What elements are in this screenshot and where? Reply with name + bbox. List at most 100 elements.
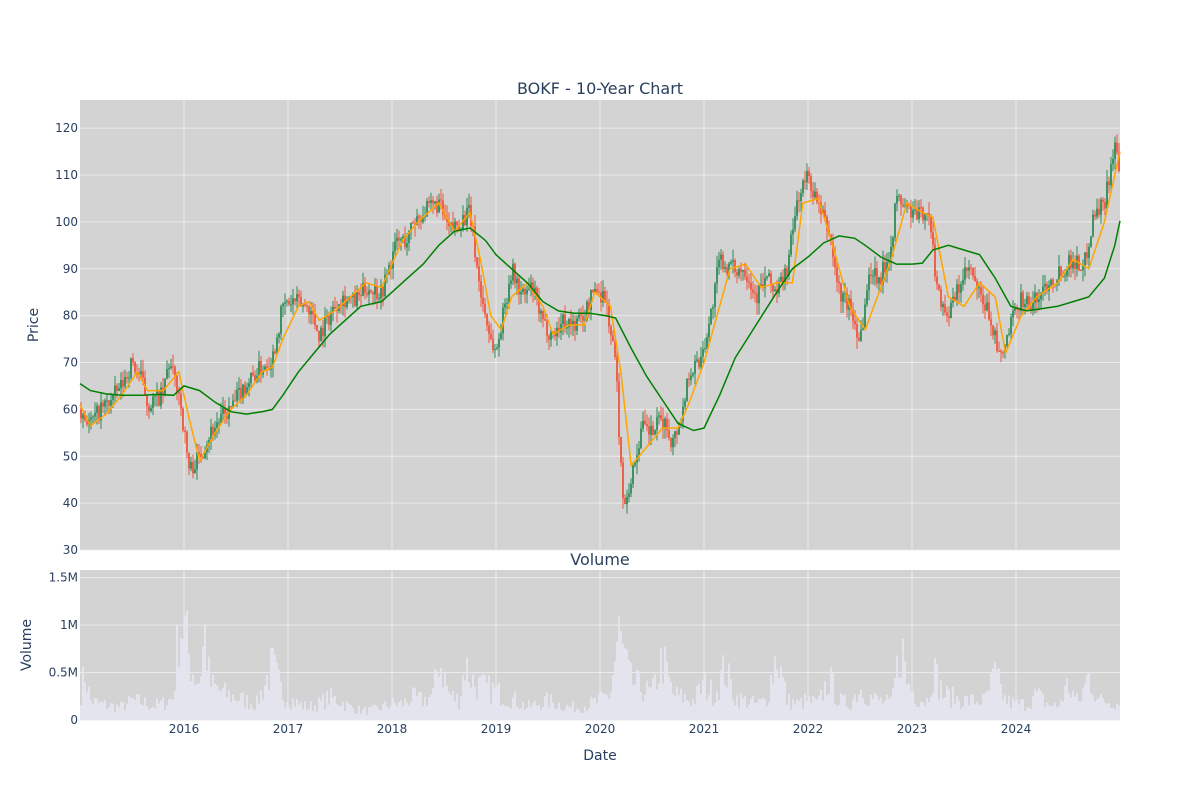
candle-body bbox=[290, 304, 292, 306]
volume-bar bbox=[582, 712, 584, 720]
candle-body bbox=[124, 376, 126, 387]
candle-body bbox=[192, 461, 194, 474]
candle-body bbox=[972, 267, 974, 277]
candle-body bbox=[282, 303, 284, 307]
candle-body bbox=[866, 290, 868, 305]
volume-bar bbox=[1112, 707, 1114, 720]
candle-body bbox=[694, 360, 696, 374]
volume-bar bbox=[1056, 706, 1058, 720]
candle-body bbox=[580, 314, 582, 316]
candle-body bbox=[1006, 334, 1008, 346]
candle-body bbox=[304, 303, 306, 306]
volume-bar bbox=[514, 691, 516, 720]
volume-bar bbox=[668, 676, 670, 720]
volume-bar bbox=[164, 709, 166, 720]
volume-bar bbox=[324, 709, 326, 720]
candle-body bbox=[864, 304, 866, 328]
candle-body bbox=[500, 333, 502, 339]
volume-bar bbox=[1036, 691, 1038, 720]
volume-bar bbox=[326, 691, 328, 720]
candle-body bbox=[1028, 296, 1030, 307]
candle-body bbox=[140, 371, 142, 375]
candle-body bbox=[562, 314, 564, 324]
candle-body bbox=[1108, 181, 1110, 186]
volume-bar bbox=[872, 699, 874, 720]
volume-bar bbox=[990, 673, 992, 720]
volume-bar bbox=[758, 698, 760, 720]
volume-bar bbox=[654, 674, 656, 720]
candle-body bbox=[550, 331, 552, 340]
volume-bar bbox=[1060, 699, 1062, 720]
candle-body bbox=[318, 330, 320, 342]
price-y-tick-label: 70 bbox=[63, 356, 78, 370]
volume-bar bbox=[576, 708, 578, 720]
volume-bars bbox=[80, 610, 1120, 720]
volume-bar bbox=[624, 648, 626, 720]
volume-bar bbox=[790, 709, 792, 720]
volume-bar bbox=[774, 656, 776, 720]
candle-body bbox=[786, 268, 788, 276]
candle-body bbox=[404, 236, 406, 248]
candle-body bbox=[800, 193, 802, 201]
volume-bar bbox=[246, 695, 248, 720]
volume-bar bbox=[528, 700, 530, 720]
candle-body bbox=[320, 327, 322, 342]
volume-bar bbox=[898, 677, 900, 720]
volume-bar bbox=[502, 704, 504, 720]
candle-body bbox=[200, 453, 202, 458]
x-tick-label: 2024 bbox=[1001, 722, 1032, 736]
volume-bar bbox=[242, 692, 244, 720]
candle-body bbox=[884, 262, 886, 273]
candle-body bbox=[910, 205, 912, 218]
volume-bar bbox=[470, 687, 472, 720]
candle-body bbox=[700, 356, 702, 368]
volume-bar bbox=[594, 697, 596, 720]
volume-bar bbox=[406, 702, 408, 720]
volume-bar bbox=[448, 692, 450, 720]
candle-body bbox=[874, 268, 876, 276]
volume-bar bbox=[80, 705, 82, 720]
candle-body bbox=[194, 469, 196, 474]
candle-body bbox=[486, 313, 488, 326]
candle-body bbox=[300, 297, 302, 307]
candle-body bbox=[154, 395, 156, 397]
volume-bar bbox=[560, 709, 562, 720]
volume-bar bbox=[1066, 678, 1068, 720]
volume-bar bbox=[414, 687, 416, 720]
candle-body bbox=[1018, 309, 1020, 311]
candle-body bbox=[316, 325, 318, 331]
volume-bar bbox=[270, 648, 272, 720]
candle-body bbox=[462, 215, 464, 230]
candle-body bbox=[384, 274, 386, 297]
candle-body bbox=[650, 425, 652, 435]
candle-body bbox=[596, 288, 598, 292]
volume-bar bbox=[602, 692, 604, 720]
volume-bar bbox=[554, 709, 556, 720]
volume-bar bbox=[84, 682, 86, 720]
volume-bar bbox=[136, 694, 138, 720]
volume-bar bbox=[238, 700, 240, 720]
candle-body bbox=[666, 418, 668, 431]
volume-bar bbox=[934, 657, 936, 720]
candle-body bbox=[1102, 199, 1104, 202]
candle-body bbox=[230, 405, 232, 407]
price-y-ticks: 30 40 50 60 70 80 90 100 110 120 bbox=[55, 121, 78, 557]
volume-bar bbox=[400, 700, 402, 720]
volume-bar bbox=[726, 687, 728, 720]
volume-bar bbox=[304, 700, 306, 720]
volume-bar bbox=[82, 666, 84, 720]
candle-body bbox=[1116, 142, 1118, 153]
volume-bar bbox=[206, 671, 208, 720]
volume-bar bbox=[86, 692, 88, 720]
volume-bar bbox=[1070, 697, 1072, 720]
candle-body bbox=[616, 356, 618, 382]
volume-bar bbox=[592, 698, 594, 720]
volume-bar bbox=[276, 662, 278, 720]
volume-bar bbox=[298, 704, 300, 720]
candle-body bbox=[440, 199, 442, 201]
candle-body bbox=[604, 290, 606, 303]
volume-bar bbox=[150, 708, 152, 720]
volume-bar bbox=[516, 706, 518, 720]
volume-bar bbox=[580, 713, 582, 720]
volume-bar bbox=[972, 694, 974, 720]
